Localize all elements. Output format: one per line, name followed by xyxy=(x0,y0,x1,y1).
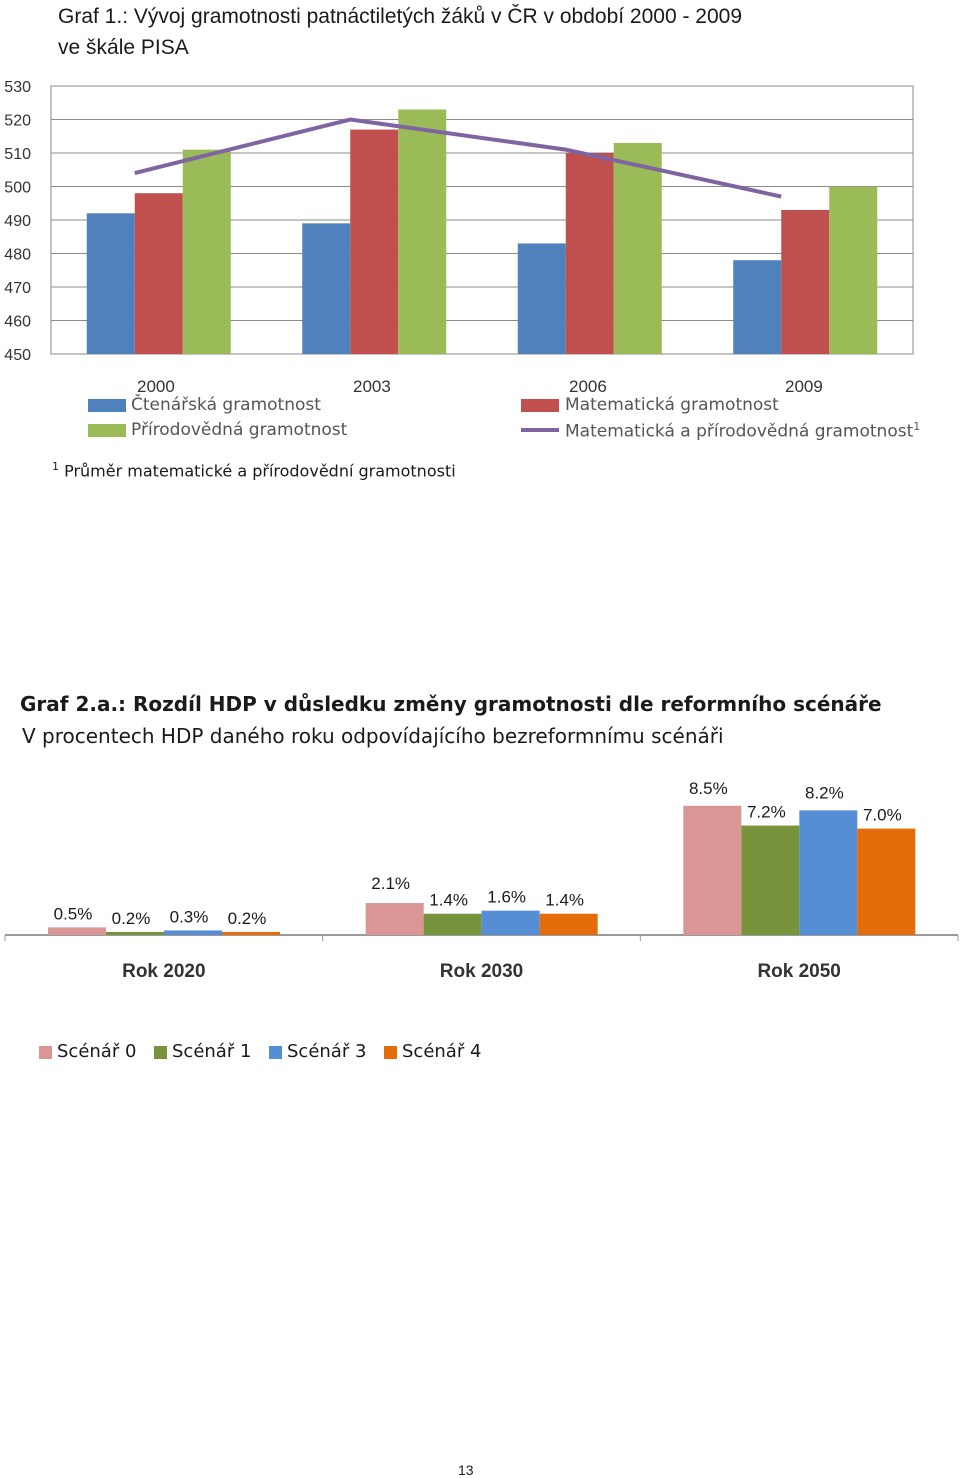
page-number: 13 xyxy=(458,1462,474,1478)
y-tick-label: 480 xyxy=(4,247,31,264)
bar-2-2006 xyxy=(614,143,662,354)
legend2-swatch-s4 xyxy=(384,1046,397,1059)
chart1-plot: 530 520 510 500 490 480 470 460 450 2000 2003 2006 2… xyxy=(0,70,960,400)
data-label: 2.1% xyxy=(371,874,410,893)
bar-1-2003 xyxy=(350,130,398,354)
footnote-mark: 1 xyxy=(52,460,59,473)
bar-scénář-3-rok-2020 xyxy=(164,930,222,935)
x-category-label: Rok 2050 xyxy=(757,961,840,982)
footnote-text: Průměr matematické a přírodovědní gramot… xyxy=(64,461,456,480)
y-tick-label: 530 xyxy=(4,79,31,96)
chart1-title: Graf 1.: Vývoj gramotnosti patnáctiletýc… xyxy=(58,4,742,30)
bar-scénář-3-rok-2030 xyxy=(482,911,540,935)
data-label: 8.5% xyxy=(689,779,728,798)
bar-2-2003 xyxy=(398,109,446,354)
y-tick-label: 450 xyxy=(4,347,31,364)
bar-scénář-1-rok-2050 xyxy=(741,826,799,935)
legend-label-reading: Čtenářská gramotnost xyxy=(131,395,321,415)
bar-scénář-4-rok-2030 xyxy=(540,914,598,935)
y-tick-label: 490 xyxy=(4,213,31,230)
bar-scénář-3-rok-2050 xyxy=(799,810,857,935)
x-category-label: Rok 2020 xyxy=(122,961,205,982)
bar-0-2003 xyxy=(302,223,350,354)
legend-label-science: Přírodovědná gramotnost xyxy=(131,420,347,440)
chart1-footnote: 1 Průměr matematické a přírodovědní gram… xyxy=(52,460,456,480)
legend2-swatch-s3 xyxy=(269,1046,282,1059)
legend-label-avg-sup: 1 xyxy=(913,420,920,433)
chart2-title: Graf 2.a.: Rozdíl HDP v důsledku změny g… xyxy=(20,692,882,716)
legend2-swatch-s1 xyxy=(154,1046,167,1059)
y-tick-label: 460 xyxy=(4,314,31,331)
bar-scénář-0-rok-2030 xyxy=(366,903,424,935)
data-label: 0.3% xyxy=(170,907,209,926)
data-label: 1.4% xyxy=(429,891,468,910)
bar-scénář-0-rok-2050 xyxy=(683,806,741,935)
y-tick-label: 500 xyxy=(4,180,31,197)
legend-label-avg: Matematická a přírodovědná gramotnost1 xyxy=(565,420,920,442)
bar-scénář-1-rok-2020 xyxy=(106,932,164,935)
x-category-label: Rok 2030 xyxy=(440,961,523,982)
bar-1-2000 xyxy=(135,193,183,354)
bar-0-2006 xyxy=(518,243,566,354)
y-tick-label: 470 xyxy=(4,280,31,297)
x-tick-label: 2003 xyxy=(353,377,391,396)
data-label: 1.6% xyxy=(487,888,526,907)
legend2-swatch-s0 xyxy=(39,1046,52,1059)
avg-line xyxy=(135,120,782,197)
data-label: 7.0% xyxy=(863,806,902,825)
x-tick-label: 2006 xyxy=(569,377,607,396)
y-tick-label: 520 xyxy=(4,113,31,130)
chart2-subtitle: V procentech HDP daného roku odpovídajíc… xyxy=(22,724,724,748)
bar-scénář-1-rok-2030 xyxy=(424,914,482,935)
legend-swatch-science xyxy=(88,424,126,437)
legend2-label-s4: Scénář 4 xyxy=(402,1041,481,1062)
bar-2-2000 xyxy=(183,150,231,354)
bar-0-2009 xyxy=(733,260,781,354)
data-label: 0.2% xyxy=(112,909,151,928)
legend-swatch-reading xyxy=(88,399,126,412)
bar-scénář-4-rok-2050 xyxy=(857,829,915,935)
data-label: 0.5% xyxy=(54,904,93,923)
bar-0-2000 xyxy=(87,213,135,354)
x-tick-label: 2009 xyxy=(785,377,823,396)
bar-2-2009 xyxy=(829,187,877,355)
data-label: 8.2% xyxy=(805,783,844,802)
legend2-label-s1: Scénář 1 xyxy=(172,1041,251,1062)
bar-1-2009 xyxy=(781,210,829,354)
legend2-label-s3: Scénář 3 xyxy=(287,1041,366,1062)
bar-scénář-0-rok-2020 xyxy=(48,927,106,935)
data-label: 7.2% xyxy=(747,803,786,822)
x-tick-label: 2000 xyxy=(137,377,175,396)
legend-swatch-math xyxy=(521,399,559,412)
legend-label-avg-text: Matematická a přírodovědná gramotnost xyxy=(565,422,913,442)
legend2-label-s0: Scénář 0 xyxy=(57,1041,136,1062)
legend-label-math: Matematická gramotnost xyxy=(565,395,779,415)
legend-swatch-avg-line xyxy=(521,428,559,432)
bar-1-2006 xyxy=(566,153,614,354)
data-label: 1.4% xyxy=(545,891,584,910)
chart1-subtitle: ve škále PISA xyxy=(58,35,189,61)
chart2-plot: 0.5% 0.2% 0.3% 0.2% Rok 2020 2.1% 1.4% 1.6% 1.4%… xyxy=(0,770,960,995)
y-tick-label: 510 xyxy=(4,146,31,163)
data-label: 0.2% xyxy=(228,909,267,928)
bar-scénář-4-rok-2020 xyxy=(222,932,280,935)
